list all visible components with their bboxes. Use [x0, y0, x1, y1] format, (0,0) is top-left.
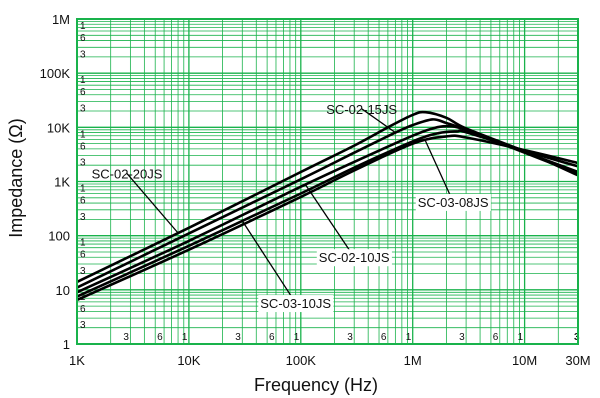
y-minor-label: 3	[80, 158, 86, 169]
y-minor-label: 6	[80, 250, 86, 261]
x-minor-label: 1	[182, 332, 188, 343]
y-minor-label: 6	[80, 304, 86, 315]
x-minor-label: 1	[294, 332, 300, 343]
x-minor-label: 3	[235, 332, 241, 343]
y-minor-label: 1	[80, 21, 86, 32]
x-minor-label: 6	[157, 332, 163, 343]
y-minor-label: 1	[80, 129, 86, 140]
series-label-pointer	[424, 140, 454, 203]
series-label-pointer	[361, 108, 396, 134]
x-tick-label: 100K	[286, 353, 317, 368]
series-label-background	[415, 193, 491, 211]
y-tick-label: 10K	[47, 120, 70, 135]
tick-labels: 1K 10K 100K 1M 10M 30M 1 10 100 1K 10K 100K 1M	[40, 12, 591, 368]
series-label-sc-02-10js: SC-02-10JS	[319, 250, 390, 265]
y-minor-label: 6	[80, 87, 86, 98]
y-tick-label: 1M	[52, 12, 70, 27]
x-minor-label: 6	[269, 332, 275, 343]
y-tick-label: 100	[48, 229, 70, 244]
x-axis-title: Frequency (Hz)	[254, 375, 378, 395]
y-minor-label: 6	[80, 141, 86, 152]
series-label-sc-03-10js: SC-03-10JS	[260, 296, 331, 311]
x-minor-label: 3	[123, 332, 129, 343]
series-label-background	[258, 295, 334, 313]
x-tick-label: 1M	[404, 353, 422, 368]
series-label-pointer	[241, 220, 297, 304]
series-label-pointer	[304, 184, 355, 258]
plot-frame	[76, 18, 579, 345]
x-minor-label: 1	[518, 332, 524, 343]
x-tick-label: 10M	[512, 353, 537, 368]
y-minor-label: 6	[80, 33, 86, 44]
x-minor-label: 3	[347, 332, 353, 343]
x-minor-label: 3	[459, 332, 465, 343]
series-line-sc-03-08js	[76, 134, 579, 302]
x-minor-label: 6	[381, 332, 387, 343]
y-minor-label: 3	[80, 103, 86, 114]
series-label-background	[316, 249, 392, 267]
x-tick-label: 1K	[69, 353, 85, 368]
series-label-pointers	[126, 108, 454, 304]
series-label-sc-02-20js: SC-02-20JS	[92, 167, 163, 182]
y-axis-title: Impedance (Ω)	[6, 118, 26, 238]
y-minor-label: 3	[80, 49, 86, 60]
series-line-sc-03-10js	[76, 129, 579, 298]
y-tick-label: 1	[63, 337, 70, 352]
series-labels: SC-02-20JS SC-02-15JS SC-02-10JS SC-03-10JS…	[92, 102, 491, 313]
y-tick-label: 1K	[54, 175, 70, 190]
y-tick-label: 10	[56, 283, 70, 298]
y-minor-label: 6	[80, 196, 86, 207]
y-tick-label: 100K	[40, 66, 71, 81]
y-minor-label: 3	[80, 212, 86, 223]
series-line-sc-02-10js	[76, 124, 579, 294]
x-tick-label: 10K	[177, 353, 200, 368]
y-minor-label: 3	[80, 320, 86, 331]
y-minor-label: 1	[80, 238, 86, 249]
y-minor-label: 1	[80, 75, 86, 86]
series-label-sc-03-08js: SC-03-08JS	[418, 195, 489, 210]
series-label-pointer	[126, 173, 179, 234]
y-minor-label: 3	[80, 266, 86, 277]
series-label-sc-02-15js: SC-02-15JS	[326, 102, 397, 117]
x-minor-label: 1	[406, 332, 412, 343]
x-tick-label: 30M	[565, 353, 590, 368]
x-minor-label: 6	[493, 332, 499, 343]
series-lines	[76, 110, 579, 302]
y-minor-label: 1	[80, 184, 86, 195]
